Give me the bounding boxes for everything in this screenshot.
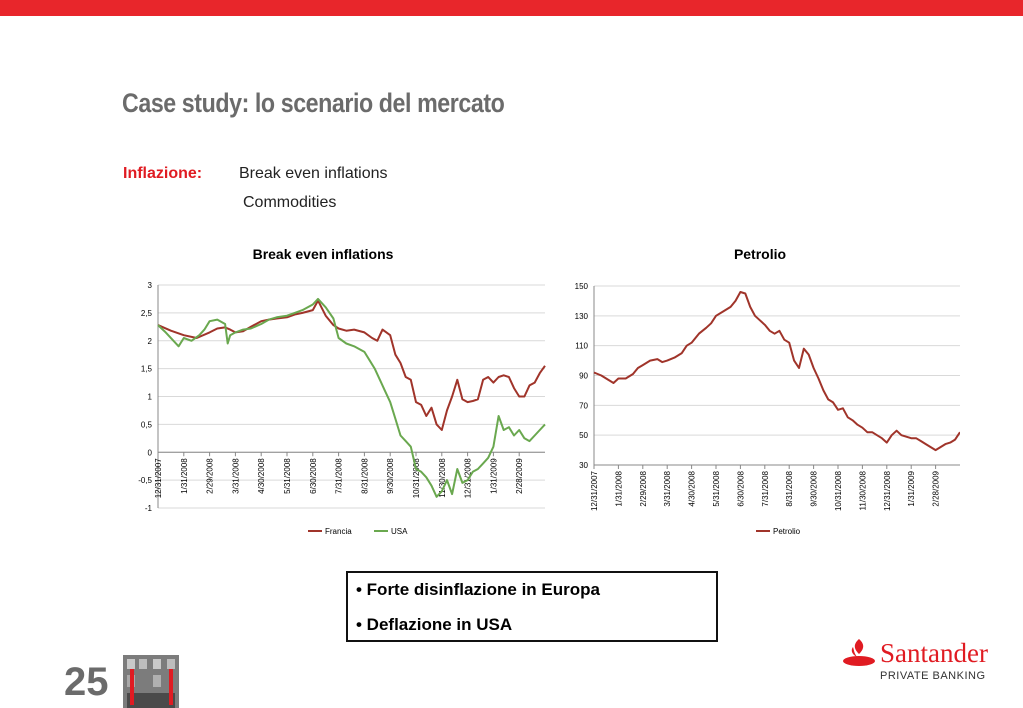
bullet-europa: • Forte disinflazione in Europa: [356, 580, 600, 599]
bullet-usa: • Deflazione in USA: [356, 615, 513, 634]
page-number: 25: [64, 660, 109, 704]
x-tick-label: 7/31/2008: [335, 458, 344, 494]
x-tick-label: 12/31/2008: [883, 470, 892, 511]
y-tick-label: 3: [148, 281, 153, 290]
x-tick-label: 7/31/2008: [761, 470, 770, 506]
legend-label-francia: Francia: [325, 527, 352, 536]
x-tick-label: 6/30/2008: [309, 458, 318, 494]
y-tick-label: 130: [575, 312, 589, 321]
series-line-usa: [157, 297, 546, 498]
x-tick-label: 2/28/2009: [515, 458, 524, 494]
break-even-chart: 3 2,5 2 1,5 1 0,5 0 -0,5 -112/31/2007 1/31/2008 2/…: [138, 281, 546, 536]
slide-title: Case study: lo scenario del mercato: [122, 88, 505, 118]
x-tick-label: 4/30/2008: [688, 470, 697, 506]
x-tick-label: 10/31/2008: [412, 458, 421, 499]
x-tick-label: 2/29/2008: [639, 470, 648, 506]
x-tick-label: 11/30/2008: [858, 470, 867, 510]
inflazione-label: Inflazione:: [123, 165, 203, 182]
santander-flame-icon: [842, 637, 876, 672]
x-tick-label: 9/30/2008: [386, 458, 395, 494]
y-tick-label: 2: [148, 337, 153, 346]
x-tick-label: 5/31/2008: [283, 458, 292, 494]
private-banking-label: PRIVATE BANKING: [880, 670, 986, 682]
top-red-bar: [0, 0, 1023, 16]
y-tick-label: 0: [148, 448, 153, 457]
x-tick-label: 12/31/2007: [590, 470, 599, 511]
x-tick-label: 12/31/2007: [154, 458, 163, 499]
building-thumbnail-image: [123, 655, 179, 708]
y-tick-label: 1,5: [141, 365, 153, 374]
x-tick-label: 1/31/2008: [614, 470, 623, 506]
y-tick-label: -1: [145, 504, 153, 513]
x-tick-label: 11/30/2008: [438, 458, 447, 498]
y-tick-label: 0,5: [141, 420, 153, 429]
bullet-box: • Forte disinflazione in Europa • Deflaz…: [346, 571, 718, 642]
x-tick-label: 3/31/2008: [663, 470, 672, 506]
y-tick-label: 1: [148, 393, 153, 402]
y-tick-label: 150: [575, 282, 589, 291]
chart1-title: Break even inflations: [252, 246, 394, 262]
y-tick-label: 2,5: [141, 309, 153, 318]
x-tick-label: 1/31/2009: [907, 470, 916, 506]
x-tick-label: 8/31/2008: [785, 470, 794, 506]
y-tick-label: 90: [579, 372, 588, 381]
y-tick-label: 70: [579, 401, 588, 410]
y-tick-label: 50: [579, 431, 588, 440]
legend-label-usa: USA: [391, 527, 408, 536]
x-tick-label: 2/29/2008: [206, 458, 215, 494]
x-tick-label: 8/31/2008: [360, 458, 369, 494]
x-tick-label: 1/31/2009: [489, 458, 498, 494]
santander-logo-text: Santander: [880, 638, 988, 668]
x-tick-label: 9/30/2008: [810, 470, 819, 506]
x-tick-label: 6/30/2008: [736, 470, 745, 506]
legend-label-petrolio: Petrolio: [773, 527, 801, 536]
x-tick-label: 2/28/2009: [932, 470, 941, 506]
item-break-even: Break even inflations: [239, 165, 388, 182]
x-tick-label: 4/30/2008: [257, 458, 266, 494]
y-tick-label: 110: [575, 342, 588, 351]
x-tick-label: 5/31/2008: [712, 470, 721, 506]
x-tick-label: 3/31/2008: [231, 458, 240, 494]
x-tick-label: 10/31/2008: [834, 470, 843, 511]
y-tick-label: 30: [579, 461, 588, 470]
x-tick-label: 1/31/2008: [180, 458, 189, 494]
item-commodities: Commodities: [243, 194, 337, 211]
series-line-petrolio: [593, 291, 960, 452]
chart2-title: Petrolio: [733, 246, 787, 262]
y-tick-label: -0,5: [138, 476, 152, 485]
